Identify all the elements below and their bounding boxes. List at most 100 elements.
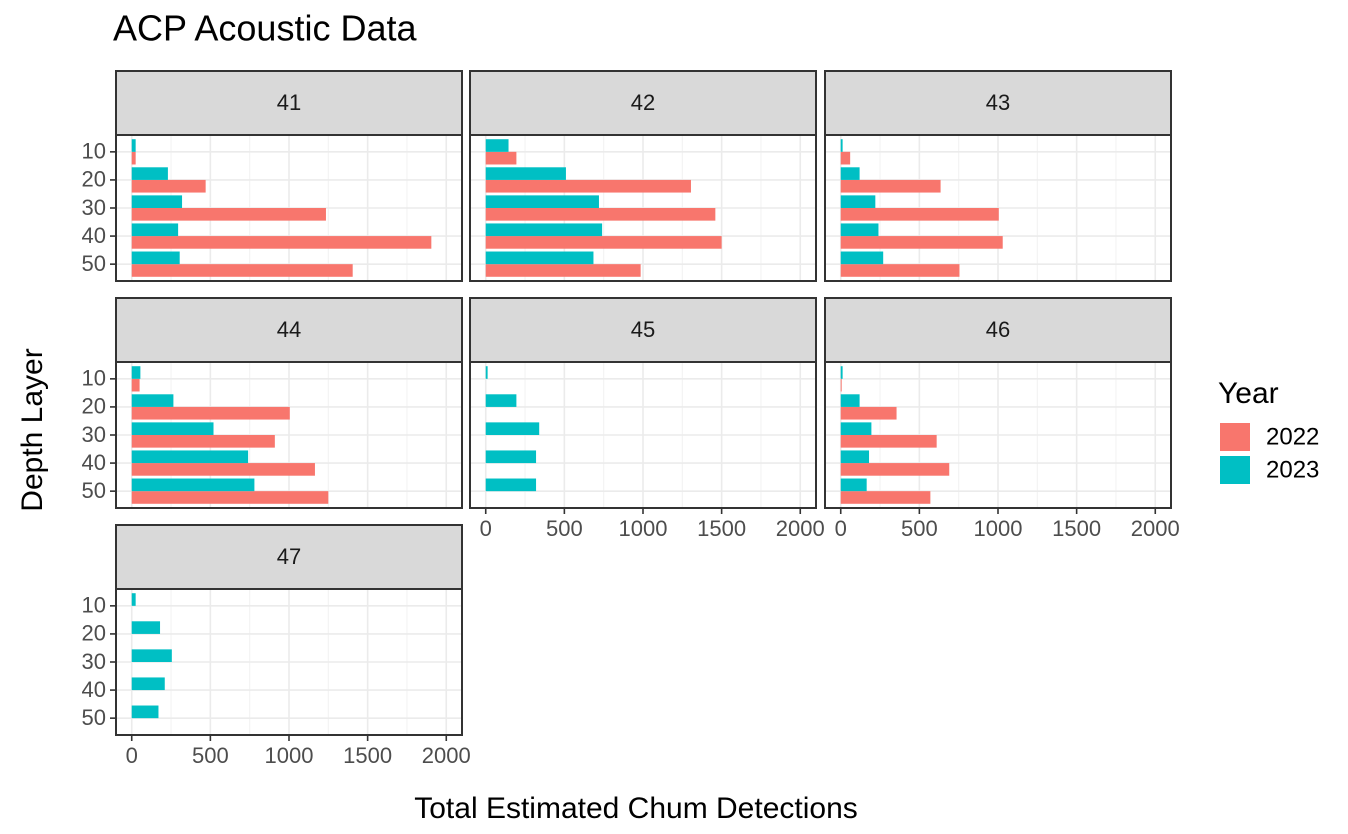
bar: [131, 463, 315, 476]
bar: [131, 139, 136, 152]
bar: [485, 450, 537, 464]
y-tick-label: 40: [82, 450, 106, 475]
bar: [131, 705, 159, 719]
strip: [115, 297, 463, 363]
bar: [840, 463, 950, 476]
x-tick-label: 1000: [265, 743, 314, 768]
bar: [485, 236, 722, 249]
strip: [115, 524, 463, 590]
bar: [840, 151, 851, 165]
strip-label: 45: [631, 317, 655, 342]
x-tick-label: 500: [192, 743, 229, 768]
bar: [485, 179, 691, 193]
strip-label: 44: [277, 317, 301, 342]
x-tick-label: 0: [835, 516, 847, 541]
y-tick-label: 40: [82, 223, 106, 248]
bar: [840, 195, 876, 208]
bar: [131, 195, 183, 208]
bar: [840, 450, 870, 464]
strip-label: 42: [631, 90, 655, 115]
bar: [485, 478, 537, 492]
strip: [469, 297, 817, 363]
bar: [131, 649, 172, 662]
bar: [840, 223, 879, 237]
y-tick-label: 30: [82, 195, 106, 220]
y-tick-label: 10: [82, 593, 106, 618]
x-tick-label: 1500: [1052, 516, 1101, 541]
x-tick-label: 2000: [776, 516, 825, 541]
x-tick-label: 500: [901, 516, 938, 541]
bar: [485, 422, 540, 435]
y-axis-label: Depth Layer: [16, 348, 49, 511]
bar: [840, 422, 872, 435]
bar: [131, 478, 255, 492]
x-tick-label: 1500: [343, 743, 392, 768]
x-tick-label: 1500: [697, 516, 746, 541]
bar: [840, 394, 860, 407]
bar: [131, 223, 179, 237]
bar: [485, 195, 599, 208]
strip-label: 46: [986, 317, 1010, 342]
bar: [131, 677, 165, 691]
bar: [485, 394, 517, 407]
bar: [131, 208, 326, 221]
bar: [485, 223, 603, 237]
bar: [840, 366, 843, 379]
bar: [131, 151, 136, 165]
bar: [485, 208, 716, 221]
bar: [131, 264, 353, 277]
strip: [824, 297, 1172, 363]
bar: [840, 167, 860, 180]
strip-label: 43: [986, 90, 1010, 115]
bar: [485, 151, 517, 165]
strip-label: 41: [277, 90, 301, 115]
bar: [131, 422, 214, 435]
bar: [131, 450, 249, 464]
bar: [840, 236, 1003, 249]
bar: [840, 264, 960, 277]
y-tick-label: 50: [82, 705, 106, 730]
y-tick-label: 20: [82, 394, 106, 419]
bar: [131, 621, 161, 634]
bar: [485, 139, 509, 152]
legend-label: 2022: [1266, 423, 1319, 450]
legend-label: 2023: [1266, 456, 1319, 483]
bar: [840, 179, 941, 193]
y-tick-label: 40: [82, 677, 106, 702]
y-tick-label: 10: [82, 139, 106, 164]
y-tick-label: 30: [82, 422, 106, 447]
x-tick-label: 0: [480, 516, 492, 541]
x-tick-label: 0: [126, 743, 138, 768]
bar: [840, 406, 897, 420]
bar: [131, 394, 174, 407]
x-tick-label: 1000: [974, 516, 1023, 541]
legend-key: [1220, 456, 1250, 484]
bar: [131, 378, 140, 392]
y-tick-label: 10: [82, 366, 106, 391]
bar: [840, 208, 999, 221]
strip: [469, 70, 817, 136]
strip-label: 47: [277, 544, 301, 569]
bar: [131, 167, 168, 180]
y-tick-label: 50: [82, 478, 106, 503]
bar: [840, 435, 937, 448]
y-tick-label: 20: [82, 167, 106, 192]
bar: [840, 478, 867, 492]
y-tick-label: 20: [82, 621, 106, 646]
bar: [485, 167, 566, 180]
bar: [485, 264, 641, 277]
bar: [131, 435, 275, 448]
x-tick-label: 2000: [422, 743, 471, 768]
bar: [840, 378, 842, 392]
bar: [131, 179, 206, 193]
bar: [131, 593, 136, 606]
bar: [840, 139, 843, 152]
x-tick-label: 2000: [1131, 516, 1180, 541]
bar: [131, 236, 432, 249]
strip: [824, 70, 1172, 136]
bar: [485, 366, 488, 379]
legend-key: [1220, 423, 1250, 451]
bar: [485, 251, 594, 265]
legend-title: Year: [1218, 377, 1279, 410]
